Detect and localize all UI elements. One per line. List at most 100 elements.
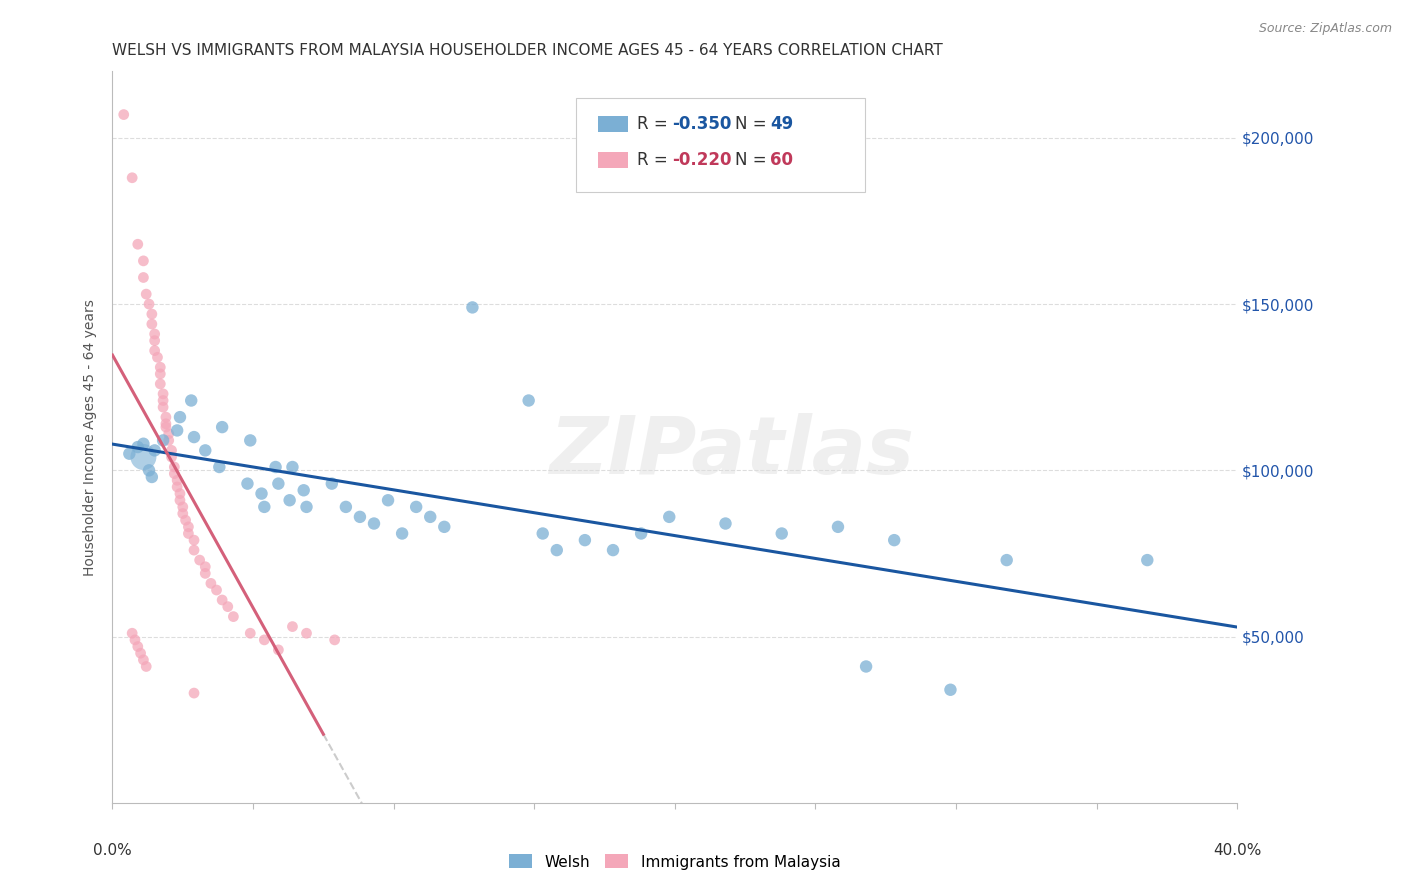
- Point: [163, 460, 186, 475]
- Text: 40.0%: 40.0%: [1213, 843, 1261, 858]
- Point: [132, 653, 155, 667]
- Point: [295, 626, 318, 640]
- Point: [127, 237, 149, 252]
- Point: [135, 287, 157, 301]
- Point: [222, 609, 245, 624]
- Point: [939, 682, 962, 697]
- Point: [177, 520, 200, 534]
- Point: [253, 500, 276, 514]
- Point: [323, 632, 346, 647]
- Point: [211, 593, 233, 607]
- Text: ZIPatlas: ZIPatlas: [548, 413, 914, 491]
- Point: [157, 434, 180, 448]
- Text: 49: 49: [770, 115, 794, 133]
- Point: [205, 582, 228, 597]
- Point: [183, 686, 205, 700]
- Point: [278, 493, 301, 508]
- Point: [166, 473, 188, 487]
- Point: [155, 417, 177, 431]
- Point: [239, 434, 262, 448]
- Point: [208, 460, 231, 475]
- Point: [433, 520, 456, 534]
- Point: [180, 393, 202, 408]
- Point: [281, 619, 304, 633]
- Point: [391, 526, 413, 541]
- Point: [169, 493, 191, 508]
- Point: [714, 516, 737, 531]
- Point: [174, 513, 197, 527]
- Point: [188, 553, 211, 567]
- Point: [143, 334, 166, 348]
- Text: R =: R =: [637, 151, 673, 169]
- Point: [194, 566, 217, 581]
- Point: [239, 626, 262, 640]
- Point: [517, 393, 540, 408]
- Point: [149, 360, 172, 375]
- Point: [132, 270, 155, 285]
- Point: [155, 420, 177, 434]
- Point: [132, 253, 155, 268]
- Point: [141, 317, 163, 331]
- Point: [295, 500, 318, 514]
- Text: Source: ZipAtlas.com: Source: ZipAtlas.com: [1258, 22, 1392, 36]
- Point: [217, 599, 239, 614]
- Point: [160, 443, 183, 458]
- Point: [166, 424, 188, 438]
- Point: [118, 447, 141, 461]
- Legend: Welsh, Immigrants from Malaysia: Welsh, Immigrants from Malaysia: [503, 848, 846, 876]
- Text: -0.220: -0.220: [672, 151, 731, 169]
- Point: [124, 632, 146, 647]
- Point: [200, 576, 222, 591]
- Point: [146, 351, 169, 365]
- Point: [143, 443, 166, 458]
- Point: [160, 450, 183, 464]
- Text: WELSH VS IMMIGRANTS FROM MALAYSIA HOUSEHOLDER INCOME AGES 45 - 64 YEARS CORRELAT: WELSH VS IMMIGRANTS FROM MALAYSIA HOUSEH…: [112, 43, 943, 58]
- Point: [177, 526, 200, 541]
- Point: [419, 509, 441, 524]
- Point: [995, 553, 1018, 567]
- Point: [194, 559, 217, 574]
- Point: [658, 509, 681, 524]
- Point: [321, 476, 343, 491]
- Point: [129, 646, 152, 660]
- Point: [236, 476, 259, 491]
- Point: [157, 426, 180, 441]
- Point: [127, 440, 149, 454]
- Point: [183, 430, 205, 444]
- Point: [267, 643, 290, 657]
- Point: [546, 543, 568, 558]
- Point: [883, 533, 905, 548]
- Point: [855, 659, 877, 673]
- Y-axis label: Householder Income Ages 45 - 64 years: Householder Income Ages 45 - 64 years: [83, 299, 97, 575]
- Point: [135, 659, 157, 673]
- Point: [405, 500, 427, 514]
- Point: [264, 460, 287, 475]
- Point: [250, 486, 273, 500]
- Point: [121, 170, 143, 185]
- Point: [138, 297, 160, 311]
- Point: [574, 533, 596, 548]
- Point: [152, 434, 174, 448]
- Point: [132, 450, 155, 464]
- Point: [121, 626, 143, 640]
- Point: [149, 376, 172, 391]
- Point: [531, 526, 554, 541]
- Point: [292, 483, 315, 498]
- Point: [127, 640, 149, 654]
- Point: [138, 463, 160, 477]
- Point: [827, 520, 849, 534]
- Point: [141, 470, 163, 484]
- Point: [132, 436, 155, 450]
- Point: [253, 632, 276, 647]
- Text: R =: R =: [637, 115, 673, 133]
- Point: [172, 500, 194, 514]
- Point: [152, 393, 174, 408]
- Point: [183, 543, 205, 558]
- Text: -0.350: -0.350: [672, 115, 731, 133]
- Point: [141, 307, 163, 321]
- Point: [143, 326, 166, 341]
- Text: 0.0%: 0.0%: [93, 843, 132, 858]
- Point: [335, 500, 357, 514]
- Point: [461, 301, 484, 315]
- Point: [149, 367, 172, 381]
